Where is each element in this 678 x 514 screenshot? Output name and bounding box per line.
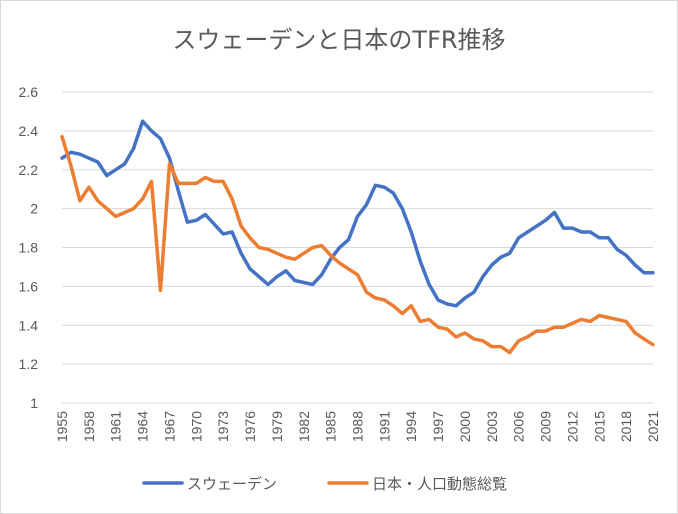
y-tick-label: 1.6 bbox=[19, 278, 39, 294]
x-tick-label: 2015 bbox=[591, 411, 607, 442]
x-tick-label: 1955 bbox=[54, 411, 70, 442]
legend-label-1: 日本・人口動態総覧 bbox=[372, 475, 507, 493]
x-tick-label: 2021 bbox=[645, 411, 661, 442]
x-tick-label: 1997 bbox=[430, 411, 446, 442]
x-tick-label: 1988 bbox=[350, 411, 366, 442]
gridlines bbox=[62, 91, 653, 404]
x-tick-label: 2003 bbox=[484, 411, 500, 442]
x-tick-label: 1982 bbox=[296, 411, 312, 442]
x-tick-label: 1967 bbox=[161, 411, 177, 442]
x-tick-label: 1976 bbox=[242, 411, 258, 442]
x-tick-label: 1970 bbox=[188, 411, 204, 442]
x-tick-label: 2009 bbox=[538, 411, 554, 442]
x-tick-label: 2000 bbox=[457, 411, 473, 442]
y-tick-label: 1.4 bbox=[19, 317, 39, 333]
x-tick-label: 1958 bbox=[81, 411, 97, 442]
y-tick-label: 2 bbox=[30, 201, 38, 217]
x-tick-label: 1973 bbox=[215, 411, 231, 442]
x-axis: 1955 1958 1961 1964 1967 1970 1973 1976 1979 1982… bbox=[54, 411, 661, 442]
x-tick-label: 1961 bbox=[108, 411, 124, 442]
legend-label-0: スウェーデン bbox=[187, 475, 277, 493]
series-line-0 bbox=[60, 119, 655, 308]
series-line-1 bbox=[60, 134, 655, 355]
y-tick-label: 2.4 bbox=[19, 123, 39, 139]
legend: スウェーデン 日本・人口動態総覧 bbox=[142, 475, 507, 493]
y-axis: 1 1.2 1.4 1.6 1.8 2 2.2 2.4 2.6 bbox=[19, 84, 39, 411]
y-tick-label: 1.8 bbox=[19, 240, 39, 256]
x-tick-label: 2012 bbox=[564, 411, 580, 442]
y-tick-label: 1.2 bbox=[19, 356, 39, 372]
y-tick-label: 2.2 bbox=[19, 162, 39, 178]
x-tick-label: 1994 bbox=[403, 411, 419, 442]
x-tick-label: 2018 bbox=[618, 411, 634, 442]
chart-title: スウェーデンと日本のTFR推移 bbox=[172, 26, 505, 54]
x-tick-label: 1991 bbox=[376, 411, 392, 442]
x-tick-label: 2006 bbox=[511, 411, 527, 442]
x-tick-label: 1979 bbox=[269, 411, 285, 442]
x-tick-label: 1964 bbox=[135, 411, 151, 442]
y-tick-label: 1 bbox=[30, 395, 38, 411]
x-tick-label: 1985 bbox=[323, 411, 339, 442]
y-tick-label: 2.6 bbox=[19, 84, 39, 100]
series-lines bbox=[60, 119, 655, 355]
